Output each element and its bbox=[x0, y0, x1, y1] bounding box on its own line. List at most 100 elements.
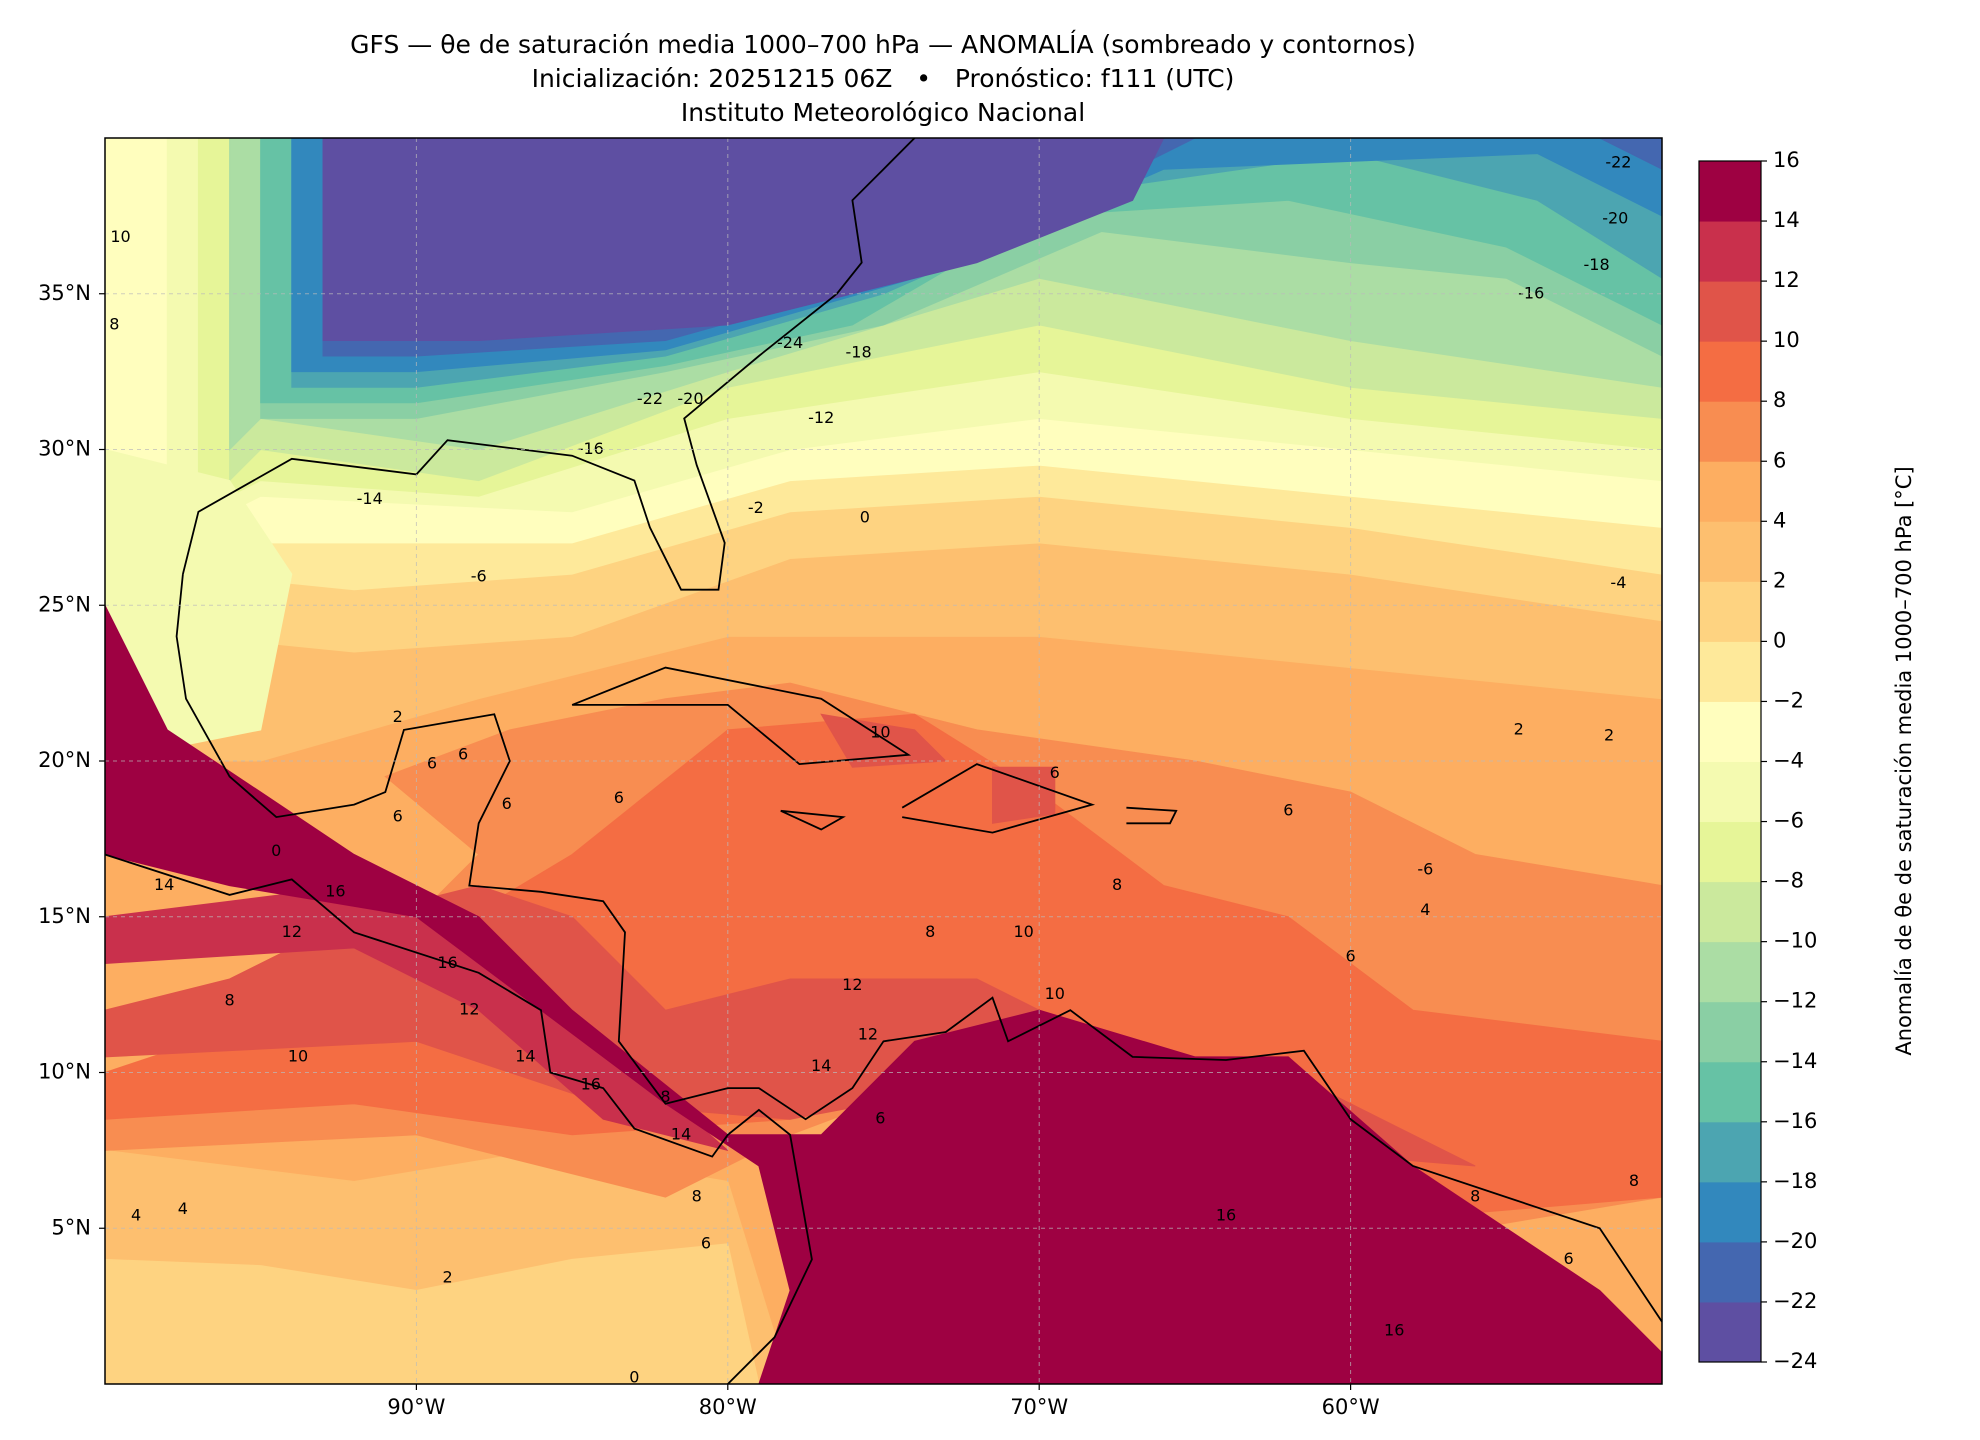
y-tick-label: 35°N bbox=[38, 281, 91, 305]
contour-label: -16 bbox=[1518, 283, 1544, 302]
map-frame bbox=[104, 137, 1663, 1385]
contour-label: 4 bbox=[131, 1205, 141, 1224]
colorbar-tick-label: 0 bbox=[1773, 628, 1786, 652]
y-tick-label: 5°N bbox=[51, 1215, 91, 1239]
colorbar-band bbox=[1699, 761, 1761, 823]
colorbar-tick-label: 12 bbox=[1773, 268, 1800, 292]
contour-label: 16 bbox=[581, 1074, 601, 1093]
colorbar-band bbox=[1699, 881, 1761, 943]
colorbar-tick-label: 6 bbox=[1773, 448, 1786, 472]
colorbar-band bbox=[1699, 1061, 1761, 1123]
contour-label: 0 bbox=[629, 1367, 639, 1386]
contour-label: -16 bbox=[578, 439, 604, 458]
colorbar-band bbox=[1699, 521, 1761, 582]
colorbar-tick-label: −24 bbox=[1773, 1349, 1817, 1373]
contour-label: 12 bbox=[282, 922, 302, 941]
y-tick-label: 15°N bbox=[38, 904, 91, 928]
contour-label: -24 bbox=[777, 333, 803, 352]
contour-label: 6 bbox=[1563, 1249, 1573, 1268]
colorbar-band bbox=[1699, 161, 1761, 222]
y-tick-label: 25°N bbox=[38, 592, 91, 616]
contour-label: 8 bbox=[1470, 1187, 1480, 1206]
colorbar-band bbox=[1699, 1301, 1761, 1363]
contour-label: 0 bbox=[271, 841, 281, 860]
contour-label: 14 bbox=[671, 1124, 691, 1143]
contour-label: 2 bbox=[442, 1268, 452, 1287]
coastline bbox=[105, 853, 813, 1384]
colorbar-tick-label: −20 bbox=[1773, 1229, 1817, 1253]
colorbar-band bbox=[1699, 641, 1761, 702]
title: GFS — θe de saturación media 1000–700 hP… bbox=[350, 30, 1416, 59]
shade-region bbox=[105, 448, 293, 762]
colorbar-tick-label: −12 bbox=[1773, 989, 1817, 1013]
colorbar-tick-label: 4 bbox=[1773, 508, 1786, 532]
x-tick-label: 60°W bbox=[1322, 1395, 1380, 1419]
coastline bbox=[175, 574, 1662, 1323]
coastline bbox=[780, 809, 846, 831]
contour-label: -20 bbox=[677, 389, 703, 408]
contour-label: 4 bbox=[1420, 900, 1430, 919]
colorbar-band bbox=[1699, 821, 1761, 883]
contour-label: 6 bbox=[1283, 800, 1293, 819]
colorbar-band bbox=[1699, 341, 1761, 402]
contour-label: 8 bbox=[1112, 875, 1122, 894]
colorbar-band bbox=[1699, 1121, 1761, 1183]
contour-label: -6 bbox=[1417, 860, 1433, 879]
contour-label: 4 bbox=[178, 1199, 188, 1218]
contour-label: 14 bbox=[154, 875, 174, 894]
coastline bbox=[571, 666, 912, 766]
contour-label: 10 bbox=[870, 722, 890, 741]
shade-region bbox=[322, 138, 1165, 341]
colorbar-tick-label: −4 bbox=[1773, 749, 1804, 773]
x-tick-label: 90°W bbox=[387, 1395, 445, 1419]
colorbar-band bbox=[1699, 281, 1761, 342]
colorbar-tick-label: −10 bbox=[1773, 929, 1817, 953]
colorbar-band bbox=[1699, 461, 1761, 522]
contour-label: 6 bbox=[875, 1109, 885, 1128]
x-tick-label: 80°W bbox=[699, 1395, 757, 1419]
contour-label: 12 bbox=[459, 1000, 479, 1019]
colorbar-tick-label: 8 bbox=[1773, 388, 1786, 412]
contour-label: 8 bbox=[660, 1087, 670, 1106]
y-tick-label: 10°N bbox=[38, 1060, 91, 1084]
contour-label: 6 bbox=[458, 744, 468, 763]
contour-label: 2 bbox=[393, 707, 403, 726]
contour-label: 8 bbox=[1629, 1171, 1639, 1190]
coastline bbox=[901, 763, 1096, 834]
colorbar-tick-label: −18 bbox=[1773, 1169, 1817, 1193]
shade-region bbox=[105, 605, 1662, 1384]
contour-label: 14 bbox=[515, 1046, 535, 1065]
contour-label: 2 bbox=[1604, 726, 1614, 745]
contour-label: 10 bbox=[1013, 922, 1033, 941]
contour-label: -18 bbox=[846, 342, 872, 361]
contour-label: 6 bbox=[502, 794, 512, 813]
contour-label: 6 bbox=[701, 1233, 711, 1252]
contour-label: -22 bbox=[637, 389, 663, 408]
contour-label: -20 bbox=[1602, 208, 1628, 227]
contour-label: 8 bbox=[109, 314, 119, 333]
colorbar-tick-label: −2 bbox=[1773, 688, 1804, 712]
contour-label: 16 bbox=[1216, 1205, 1236, 1224]
colorbar-band bbox=[1699, 1001, 1761, 1063]
contour-label: 6 bbox=[614, 788, 624, 807]
y-tick-label: 30°N bbox=[38, 437, 91, 461]
contour-label: -14 bbox=[357, 489, 383, 508]
contour-label: 16 bbox=[437, 953, 457, 972]
colorbar-band bbox=[1699, 701, 1761, 762]
colorbar-band bbox=[1699, 1241, 1761, 1303]
shade-region bbox=[992, 766, 1056, 824]
colorbar-tick-label: 2 bbox=[1773, 568, 1786, 592]
colorbar-band bbox=[1699, 221, 1761, 282]
contour-label: 16 bbox=[1384, 1321, 1404, 1340]
contour-label: 14 bbox=[811, 1056, 831, 1075]
caption: Instituto Meteorológico Nacional bbox=[681, 98, 1085, 127]
contour-label: 10 bbox=[1045, 984, 1065, 1003]
coastlines bbox=[105, 138, 1662, 1384]
contour-label: 10 bbox=[110, 227, 130, 246]
colorbar-band bbox=[1699, 941, 1761, 1003]
colorbar-tick-label: −14 bbox=[1773, 1049, 1817, 1073]
contour-label: -12 bbox=[808, 408, 834, 427]
colorbar-band bbox=[1699, 1181, 1761, 1243]
map-field bbox=[105, 138, 1662, 1384]
contour-label: -18 bbox=[1584, 255, 1610, 274]
